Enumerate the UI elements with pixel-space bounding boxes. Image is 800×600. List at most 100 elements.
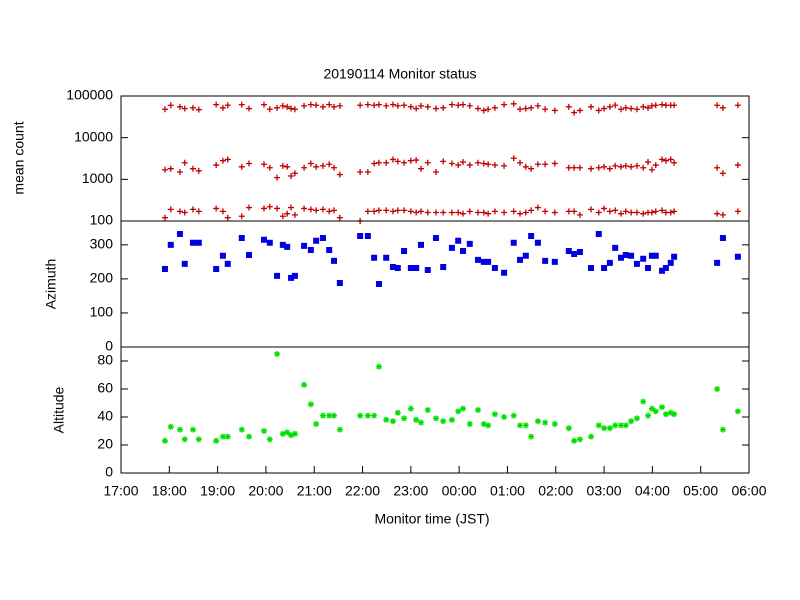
data-point	[633, 260, 640, 267]
data-point	[319, 412, 326, 419]
data-point	[714, 210, 721, 217]
data-point	[401, 415, 408, 422]
data-point	[719, 426, 726, 433]
data-point	[617, 163, 624, 170]
y-tick-label: 200	[90, 270, 114, 286]
data-point	[466, 421, 473, 427]
data-point	[219, 208, 226, 215]
data-point	[284, 429, 291, 436]
data-point	[394, 102, 401, 109]
data-point	[659, 156, 666, 163]
y-tick-label: 300	[90, 236, 114, 252]
plot-frame	[120, 95, 750, 222]
data-point	[319, 206, 326, 213]
data-point	[279, 102, 286, 109]
data-point	[440, 104, 447, 111]
data-point	[401, 247, 408, 254]
data-point	[213, 437, 220, 444]
y-axis-label: Altitude	[51, 386, 67, 433]
data-point	[671, 159, 678, 166]
data-point	[517, 210, 524, 217]
data-point	[407, 264, 414, 271]
data-point	[659, 207, 666, 214]
y-tick-label: 40	[97, 408, 113, 424]
data-point	[195, 106, 202, 113]
data-point	[291, 170, 298, 177]
data-point	[307, 401, 314, 408]
data-point	[417, 102, 424, 109]
data-point	[389, 101, 396, 108]
data-point	[413, 209, 420, 216]
data-point	[219, 157, 226, 164]
data-point	[181, 105, 188, 112]
data-point	[326, 208, 333, 215]
data-point	[161, 106, 168, 113]
data-point	[213, 205, 220, 212]
data-point	[401, 159, 408, 166]
data-point	[645, 159, 652, 166]
data-point	[195, 239, 202, 246]
data-point	[474, 407, 481, 413]
data-point	[279, 213, 286, 220]
y-tick-label: 100	[90, 304, 114, 320]
x-tick-label: 18:00	[152, 483, 187, 499]
data-point	[413, 264, 420, 271]
data-point	[448, 244, 455, 251]
data-point	[662, 411, 669, 418]
data-point	[407, 405, 414, 412]
data-point	[331, 412, 338, 419]
data-point	[238, 163, 245, 170]
y-axis-label: mean count	[11, 121, 27, 194]
data-point	[448, 160, 455, 167]
data-point	[474, 159, 481, 166]
x-tick-label: 03:00	[587, 483, 622, 499]
data-point	[485, 210, 492, 217]
data-point	[640, 398, 647, 405]
data-point	[307, 101, 314, 108]
data-point	[576, 436, 583, 443]
data-point	[260, 101, 267, 108]
data-point	[522, 163, 529, 170]
data-point	[628, 209, 635, 216]
y-tick-label: 1000	[82, 170, 113, 186]
data-point	[213, 101, 220, 108]
x-tick-label: 06:00	[731, 483, 766, 499]
data-point	[571, 437, 578, 444]
data-point	[606, 103, 613, 110]
data-point	[307, 160, 314, 167]
data-point	[291, 211, 298, 218]
data-point	[576, 107, 583, 114]
data-point	[274, 205, 281, 212]
data-point	[491, 104, 498, 111]
data-point	[181, 159, 188, 166]
data-point	[260, 161, 267, 168]
data-point	[417, 165, 424, 172]
data-point	[528, 433, 535, 440]
data-point	[195, 436, 202, 443]
data-point	[534, 102, 541, 109]
data-point	[671, 253, 678, 260]
x-tick-label: 01:00	[490, 483, 525, 499]
data-point	[336, 214, 343, 221]
data-point	[595, 164, 602, 171]
data-point	[528, 165, 535, 172]
data-point	[571, 109, 578, 116]
data-point	[260, 236, 267, 243]
data-point	[628, 163, 635, 170]
x-tick-label: 02:00	[538, 483, 573, 499]
data-point	[501, 269, 508, 276]
data-point	[460, 159, 467, 166]
data-point	[424, 159, 431, 166]
data-point	[326, 161, 333, 168]
data-point	[501, 209, 508, 216]
data-point	[357, 412, 364, 419]
data-point	[307, 246, 314, 253]
data-point	[176, 426, 183, 433]
data-point	[480, 160, 487, 167]
data-point	[266, 239, 273, 246]
data-point	[432, 209, 439, 216]
data-point	[301, 102, 308, 109]
data-point	[213, 266, 220, 273]
data-point	[576, 211, 583, 218]
data-point	[219, 104, 226, 111]
